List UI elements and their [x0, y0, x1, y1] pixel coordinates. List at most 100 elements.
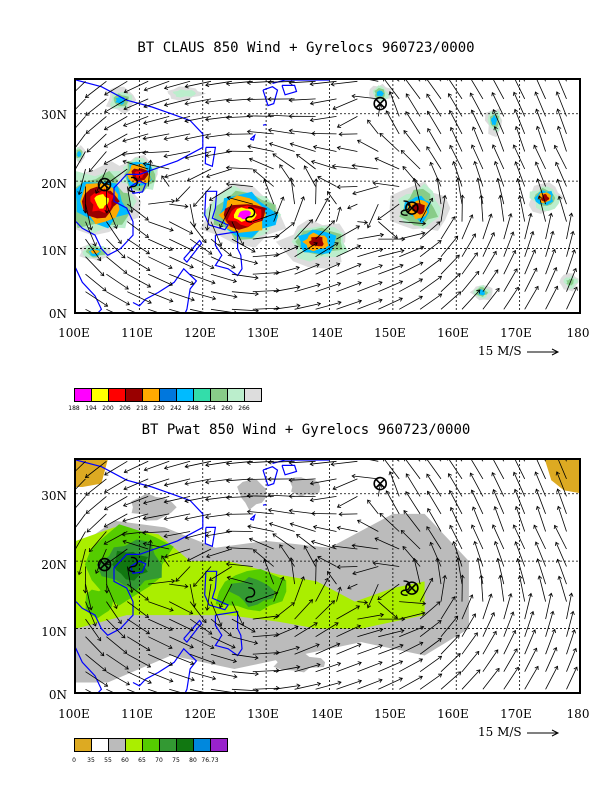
wind-vector — [419, 293, 443, 310]
wind-vector — [400, 149, 421, 170]
wind-vector — [226, 195, 253, 205]
panel1-xtick-120e: 120E — [184, 326, 216, 340]
wind-vector — [169, 221, 194, 235]
wind-vector — [85, 204, 93, 231]
wind-vector — [513, 488, 526, 515]
pwat-core-philippine-sea — [215, 569, 287, 612]
wind-vector — [206, 168, 233, 179]
pwat-core-thailand — [85, 588, 113, 619]
tropical-cyclone-icon — [400, 200, 411, 216]
wind-vector — [426, 473, 442, 497]
tropical-cyclone-icon — [400, 580, 411, 596]
wind-vector — [148, 618, 173, 631]
panel1-vector-reference: 15 M/S — [478, 344, 561, 358]
wind-vector — [189, 584, 197, 608]
wind-vector — [331, 163, 358, 170]
wind-vector — [273, 602, 295, 620]
wind-vector — [404, 80, 421, 100]
wind-vector — [440, 653, 461, 672]
panel2-colorbar — [74, 738, 228, 752]
wind-vector — [231, 653, 259, 660]
wind-vector — [309, 478, 337, 486]
wind-vector — [493, 540, 505, 567]
wind-vector — [440, 216, 456, 240]
wind-vector — [405, 93, 421, 117]
gyre-location-icon — [405, 581, 419, 595]
wind-vector — [330, 80, 358, 87]
wind-vector — [351, 93, 379, 100]
wind-vector — [351, 543, 379, 550]
wind-vector — [378, 280, 404, 293]
wind-vector — [210, 601, 223, 627]
wind-vector — [272, 533, 295, 550]
wind-vector — [84, 460, 107, 478]
colorbar-tick-label: 75 — [172, 757, 180, 764]
wind-vector — [514, 505, 526, 532]
wind-vector — [106, 583, 118, 610]
wind-vector — [336, 525, 358, 532]
wind-vector — [419, 275, 443, 293]
wind-vector — [184, 513, 212, 521]
panel1-map[interactable] — [74, 78, 581, 314]
wind-vector — [210, 273, 237, 284]
wind-vector — [461, 214, 474, 240]
wind-vector — [210, 688, 237, 692]
wind-vector — [225, 545, 253, 551]
wind-vector — [148, 291, 174, 303]
wind-vector — [122, 539, 149, 550]
wind-vector — [503, 648, 518, 672]
wind-vector — [76, 513, 86, 528]
wind-vector — [352, 186, 379, 196]
panel2-map[interactable] — [74, 458, 581, 694]
wind-vector — [126, 186, 134, 214]
wind-vector — [127, 671, 152, 684]
wind-vector — [184, 116, 212, 124]
wind-vector — [449, 506, 463, 532]
wind-vector — [77, 548, 86, 576]
wind-vector — [426, 146, 442, 170]
wind-vector — [372, 560, 400, 567]
wind-vector — [85, 291, 109, 307]
wind-vector — [311, 511, 337, 516]
colorbar-swatch — [193, 738, 211, 752]
panel1-xtick-130e: 130E — [247, 326, 279, 340]
wind-vector — [536, 460, 546, 480]
wind-vector — [122, 133, 149, 143]
wind-vector — [189, 291, 217, 301]
wind-vector — [163, 80, 191, 90]
wind-vector — [555, 471, 567, 497]
panel1-ytick-0n: 0N — [48, 307, 67, 321]
wind-vector — [440, 291, 462, 310]
wind-vector — [106, 308, 114, 312]
colorbar-tick-label: 65 — [138, 757, 146, 764]
wind-vector — [268, 522, 295, 532]
panel1-map-canvas — [76, 80, 579, 312]
wind-vector — [122, 116, 149, 127]
wind-vector — [85, 478, 107, 496]
wind-vector — [336, 586, 342, 602]
panel2-xtick-100e: 100E — [58, 707, 90, 721]
wind-vector — [127, 618, 150, 635]
wind-vector — [85, 653, 107, 672]
wind-vector — [399, 278, 424, 293]
wind-vector — [127, 308, 136, 312]
colorbar-tick-label: 218 — [136, 405, 148, 412]
panel2-xtick-150e: 150E — [374, 707, 406, 721]
wind-vector — [103, 513, 128, 528]
wind-vector — [366, 583, 379, 609]
wind-vector — [127, 291, 152, 304]
wind-vector — [470, 489, 484, 515]
wind-vector — [356, 519, 379, 532]
wind-vector — [169, 618, 194, 632]
wind-vector — [184, 98, 212, 106]
wind-vector — [517, 194, 526, 222]
wind-vector — [536, 558, 546, 585]
wind-vector — [419, 240, 442, 258]
wind-vector — [566, 212, 574, 240]
wind-vector — [545, 610, 555, 637]
wind-vector — [378, 601, 398, 619]
wind-vector — [288, 477, 316, 483]
wind-vector — [378, 677, 403, 690]
colorbar-swatch — [142, 388, 160, 402]
wind-vector — [419, 638, 442, 655]
